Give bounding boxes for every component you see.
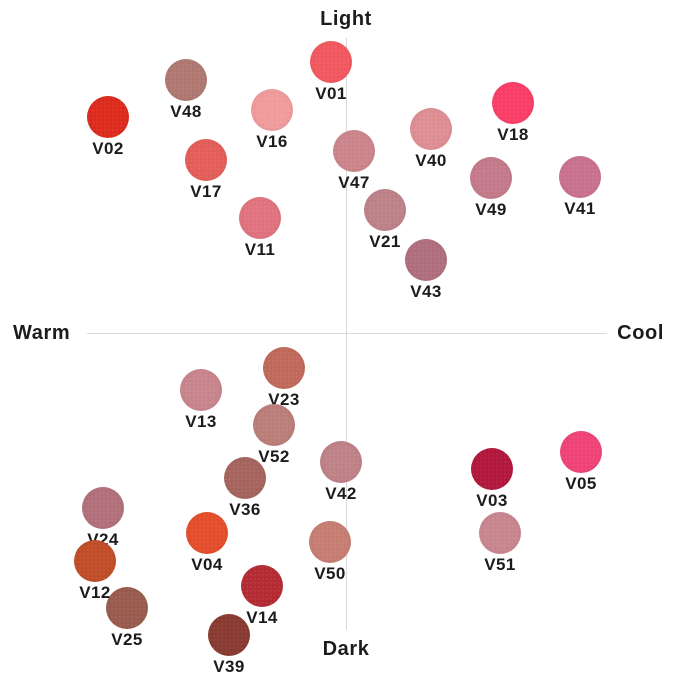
swatch-v05: V05	[560, 431, 602, 492]
shade-label-v04: V04	[191, 555, 223, 574]
shade-dot-v52	[253, 404, 295, 446]
shade-label-v23: V23	[268, 390, 300, 409]
shade-dot-v40	[410, 108, 452, 150]
shade-label-v02: V02	[92, 139, 124, 158]
shade-dot-v04	[186, 512, 228, 554]
shade-label-v36: V36	[229, 500, 261, 519]
swatch-v18: V18	[492, 82, 534, 143]
shade-dot-v16	[251, 89, 293, 131]
shade-dot-v05	[560, 431, 602, 473]
swatch-v25: V25	[106, 587, 148, 648]
shade-label-v48: V48	[170, 102, 202, 121]
swatch-v48: V48	[165, 59, 207, 120]
shade-label-v03: V03	[476, 491, 508, 510]
shade-dot-v39	[208, 614, 250, 656]
swatch-v01: V01	[310, 41, 352, 102]
shade-label-v18: V18	[497, 125, 529, 144]
swatch-v17: V17	[185, 139, 227, 200]
shade-dot-v12	[74, 540, 116, 582]
shade-label-v40: V40	[415, 151, 447, 170]
swatch-v04: V04	[186, 512, 228, 573]
shade-label-v47: V47	[338, 173, 370, 192]
swatch-v14: V14	[241, 565, 283, 626]
shade-label-v49: V49	[475, 200, 507, 219]
shade-dot-v11	[239, 197, 281, 239]
vertical-axis-line	[346, 38, 347, 630]
swatch-v47: V47	[333, 130, 375, 191]
shade-label-v52: V52	[258, 447, 290, 466]
swatch-v52: V52	[253, 404, 295, 465]
swatch-v51: V51	[479, 512, 521, 573]
swatch-v02: V02	[87, 96, 129, 157]
shade-label-v12: V12	[79, 583, 111, 602]
swatch-v36: V36	[224, 457, 266, 518]
shade-label-v42: V42	[325, 484, 357, 503]
axis-label-warm: Warm	[13, 322, 71, 344]
axis-label-cool: Cool	[617, 322, 664, 344]
shade-label-v05: V05	[565, 474, 597, 493]
swatch-v12: V12	[74, 540, 116, 601]
shade-dot-v18	[492, 82, 534, 124]
swatch-v24: V24	[82, 487, 124, 548]
swatch-v43: V43	[405, 239, 447, 300]
shade-dot-v48	[165, 59, 207, 101]
shade-label-v51: V51	[484, 555, 516, 574]
shade-label-v41: V41	[564, 199, 596, 218]
shade-label-v01: V01	[315, 84, 347, 103]
shade-dot-v50	[309, 521, 351, 563]
swatch-v40: V40	[410, 108, 452, 169]
swatch-v41: V41	[559, 156, 601, 217]
shade-label-v25: V25	[111, 630, 143, 649]
swatch-v23: V23	[263, 347, 305, 408]
shade-label-v17: V17	[190, 182, 222, 201]
shade-dot-v41	[559, 156, 601, 198]
shade-label-v43: V43	[410, 282, 442, 301]
shade-dot-v14	[241, 565, 283, 607]
shade-dot-v03	[471, 448, 513, 490]
shade-dot-v23	[263, 347, 305, 389]
shade-dot-v36	[224, 457, 266, 499]
shade-label-v50: V50	[314, 564, 346, 583]
shade-label-v14: V14	[246, 608, 278, 627]
swatch-v42: V42	[320, 441, 362, 502]
shade-label-v39: V39	[213, 657, 245, 676]
shade-dot-v43	[405, 239, 447, 281]
shade-dot-v02	[87, 96, 129, 138]
shade-dot-v17	[185, 139, 227, 181]
shade-label-v21: V21	[369, 232, 401, 251]
swatch-v39: V39	[208, 614, 250, 675]
swatch-v49: V49	[470, 157, 512, 218]
swatch-v03: V03	[471, 448, 513, 509]
shade-label-v13: V13	[185, 412, 217, 431]
swatch-v50: V50	[309, 521, 351, 582]
shade-dot-v24	[82, 487, 124, 529]
swatch-v11: V11	[239, 197, 281, 258]
axis-label-light: Light	[320, 8, 372, 30]
swatch-v13: V13	[180, 369, 222, 430]
shade-dot-v49	[470, 157, 512, 199]
swatch-v21: V21	[364, 189, 406, 250]
shade-dot-v42	[320, 441, 362, 483]
horizontal-axis-line	[87, 333, 607, 334]
shade-dot-v25	[106, 587, 148, 629]
shade-dot-v21	[364, 189, 406, 231]
shade-dot-v51	[479, 512, 521, 554]
swatch-v16: V16	[251, 89, 293, 150]
shade-dot-v01	[310, 41, 352, 83]
shade-dot-v47	[333, 130, 375, 172]
axis-label-dark: Dark	[322, 638, 370, 660]
shade-dot-v13	[180, 369, 222, 411]
shade-label-v11: V11	[244, 240, 276, 259]
shade-label-v16: V16	[256, 132, 288, 151]
